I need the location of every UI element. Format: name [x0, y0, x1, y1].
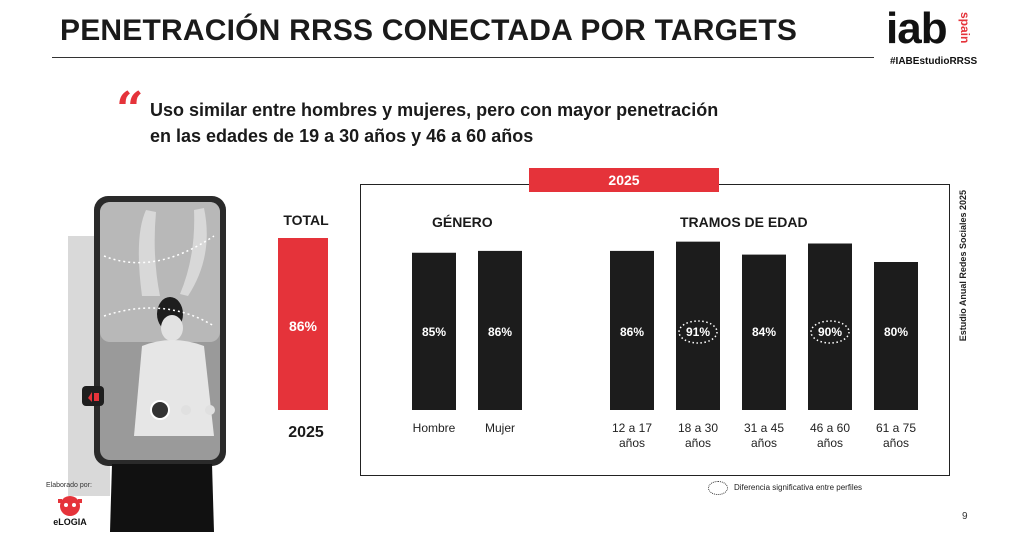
significance-legend-icon [708, 481, 728, 495]
quote-line-1: Uso similar entre hombres y mujeres, per… [150, 100, 719, 120]
bar-value-label: 84% [752, 325, 776, 339]
bar-value-label: 80% [884, 325, 908, 339]
bar-value-label: 90% [818, 325, 842, 339]
category-label: 18 a 30 [678, 421, 718, 435]
bar-61-a-75-años [874, 262, 918, 410]
bar-value-label: 91% [686, 325, 710, 339]
bar-value-label: 85% [422, 325, 446, 339]
category-label: años [751, 436, 777, 450]
significance-legend-text: Diferencia significativa entre perfiles [734, 483, 863, 492]
hashtag: #IABEstudioRRSS [890, 56, 978, 67]
significance-marker [810, 320, 850, 344]
category-label: Hombre [413, 421, 456, 435]
total-year: 2025 [288, 424, 324, 441]
side-source: Estudio Anual Redes Sociales 2025 [958, 190, 974, 350]
category-label: años [685, 436, 711, 450]
category-label: años [883, 436, 909, 450]
bar-18-a-30-años [676, 241, 720, 410]
page-number: 9 [962, 511, 968, 522]
elogia-logo-text: eLOGIA [53, 517, 87, 527]
logo-iab-text: iab [886, 4, 948, 53]
bar-value-label: 86% [620, 325, 644, 339]
category-label: años [619, 436, 645, 450]
elaborado-label: Elaborado por: [46, 482, 92, 489]
quote-icon: “ [116, 82, 144, 138]
group-label-genero: GÉNERO [432, 214, 493, 230]
bar-12-a-17-años [610, 250, 654, 410]
category-label: 61 a 75 [876, 421, 916, 435]
bar-value-label: 86% [488, 325, 512, 339]
title-divider [52, 57, 874, 58]
category-label: 31 a 45 [744, 421, 784, 435]
bar-hombre [412, 252, 456, 410]
bar-31-a-45-años [742, 254, 786, 410]
total-label: TOTAL [283, 212, 329, 228]
side-source-text: Estudio Anual Redes Sociales 2025 [958, 190, 968, 342]
quote-line-2: en las edades de 19 a 30 años y 46 a 60 … [150, 126, 534, 146]
iab-logo: iab spain #IABEstudioRRSS [884, 4, 984, 70]
category-label: Mujer [485, 421, 515, 435]
logo-spain-text: spain [958, 12, 972, 44]
phone-user-image [68, 196, 226, 532]
bar-mujer [478, 250, 522, 410]
elogia-logo: eLOGIA [53, 496, 87, 527]
group-label-edad: TRAMOS DE EDAD [680, 214, 808, 230]
headline-quote: Uso similar entre hombres y mujeres, per… [150, 97, 750, 149]
total-bar [278, 238, 328, 410]
page-title: PENETRACIÓN RRSS CONECTADA POR TARGETS [60, 14, 798, 47]
category-label: 12 a 17 [612, 421, 652, 435]
significance-marker [678, 320, 718, 344]
bar-46-a-60-años [808, 243, 852, 410]
total-value-label: 86% [288, 318, 318, 334]
category-label: 46 a 60 [810, 421, 850, 435]
phone-illustration [64, 196, 248, 532]
category-label: años [817, 436, 843, 450]
chart-year-banner: 2025 [529, 168, 719, 192]
